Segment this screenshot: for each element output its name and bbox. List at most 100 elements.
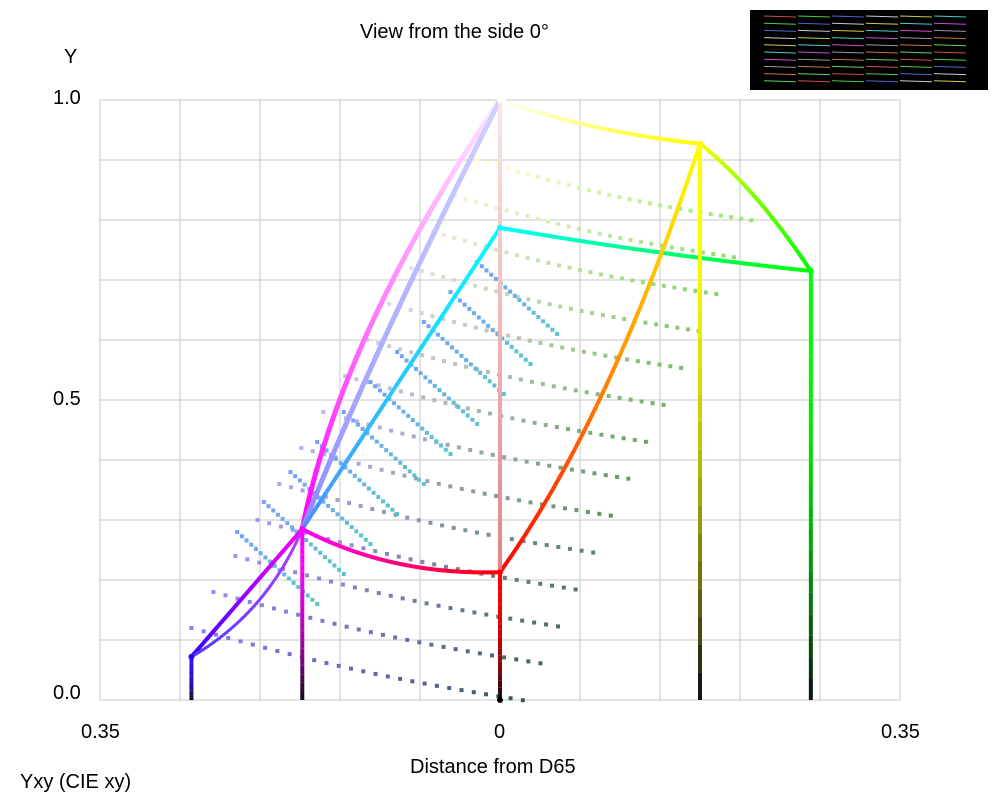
trace-dot <box>563 386 567 390</box>
trace-dot <box>466 414 470 418</box>
thumbnail-stripe <box>764 66 796 67</box>
trace-dot <box>459 354 463 358</box>
trace-dot <box>335 498 339 502</box>
trace-dot <box>386 504 390 508</box>
trace-dot <box>513 457 517 461</box>
trace-dot <box>389 452 393 456</box>
trace-dot <box>578 268 582 272</box>
trace-dot <box>458 298 462 302</box>
trace-dot <box>711 252 715 256</box>
trace-dot <box>334 457 338 461</box>
trace-dot <box>506 496 510 500</box>
trace-dot <box>425 479 429 483</box>
vertex-point <box>697 141 703 147</box>
trace-dot <box>368 465 372 469</box>
trace-dot <box>471 489 475 493</box>
thumbnail-stripe <box>866 52 898 53</box>
trace-dot <box>311 449 315 453</box>
trace-dot <box>350 525 354 529</box>
trace-dot <box>417 518 421 522</box>
trace-dot <box>211 590 215 594</box>
gamut-edge-segment <box>682 184 687 197</box>
trace-dot <box>598 232 602 236</box>
trace-dot <box>488 412 492 416</box>
trace-dot <box>373 384 377 388</box>
thumbnail-stripe <box>798 30 830 31</box>
trace-dot <box>508 617 512 621</box>
x-tick-label: 0 <box>494 722 505 742</box>
trace-dot <box>588 270 592 274</box>
trace-dot <box>437 388 441 392</box>
trace-dot <box>649 242 653 246</box>
trace-dot <box>693 289 697 293</box>
thumbnail-stripe <box>764 81 796 82</box>
trace-dot <box>304 538 308 542</box>
trace-dot <box>551 504 555 508</box>
trace-dot <box>293 570 297 574</box>
trace-dot <box>452 526 456 530</box>
trace-dot <box>487 533 491 537</box>
trace-dot <box>306 594 310 598</box>
trace-dot <box>521 419 525 423</box>
trace-dot <box>398 461 402 465</box>
thumbnail-stripe <box>832 38 864 39</box>
trace-dot <box>582 350 586 354</box>
trace-dot <box>525 460 529 464</box>
trace-dot <box>399 389 403 393</box>
trace-dot <box>315 440 319 444</box>
trace-dot <box>214 633 218 637</box>
trace-dot <box>459 688 463 692</box>
trace-dot <box>417 640 421 644</box>
trace-dot <box>672 286 676 290</box>
trace-dot <box>410 679 414 683</box>
trace-dot <box>599 433 603 437</box>
trace-dot <box>593 352 597 356</box>
trace-dot <box>348 470 352 474</box>
trace-dot <box>443 401 447 405</box>
trace-dot <box>719 214 723 218</box>
trace-dot <box>670 245 674 249</box>
trace-dot <box>303 483 307 487</box>
trace-dot <box>527 307 531 311</box>
trace-dot <box>548 302 552 306</box>
trace-dot <box>494 248 498 252</box>
trace-dot <box>420 311 424 315</box>
thumbnail-stripe <box>798 81 830 82</box>
trace-dot <box>592 471 596 475</box>
thumbnail-stripe <box>900 16 932 17</box>
chart-title: View from the side 0° <box>360 22 549 42</box>
trace-dot <box>615 475 619 479</box>
trace-dot <box>536 462 540 466</box>
trace-dot <box>401 596 405 600</box>
trace-dot <box>400 354 404 358</box>
gamut-edge-segment <box>686 171 691 184</box>
trace-dot <box>556 545 560 549</box>
trace-dot <box>285 521 289 525</box>
trace-dot <box>395 350 399 354</box>
trace-dot <box>391 471 395 475</box>
trace-dot <box>328 559 332 563</box>
trace-dot <box>505 209 509 213</box>
trace-dot <box>569 307 573 311</box>
thumbnail-stripe <box>866 74 898 75</box>
trace-dot <box>513 294 517 298</box>
trace-dot <box>380 468 384 472</box>
trace-dot <box>625 357 629 361</box>
trace-dot <box>309 542 313 546</box>
thumbnail-stripe <box>934 81 966 82</box>
trace-dot <box>372 491 376 495</box>
trace-dot <box>526 172 530 176</box>
trace-dot <box>240 534 244 538</box>
trace-dot <box>514 349 518 353</box>
x-tick-label: 0.35 <box>81 722 120 742</box>
trace-dot <box>420 560 424 564</box>
thumbnail-stripe <box>900 81 932 82</box>
trace-dot <box>447 397 451 401</box>
thumbnail-stripe <box>832 52 864 53</box>
trace-dot <box>392 401 396 405</box>
trace-dot <box>503 285 507 289</box>
trace-dot <box>267 504 271 508</box>
gamut-edge-segment <box>691 157 696 170</box>
y-tick-label: 1.0 <box>53 88 81 108</box>
trace-dot <box>239 639 243 643</box>
